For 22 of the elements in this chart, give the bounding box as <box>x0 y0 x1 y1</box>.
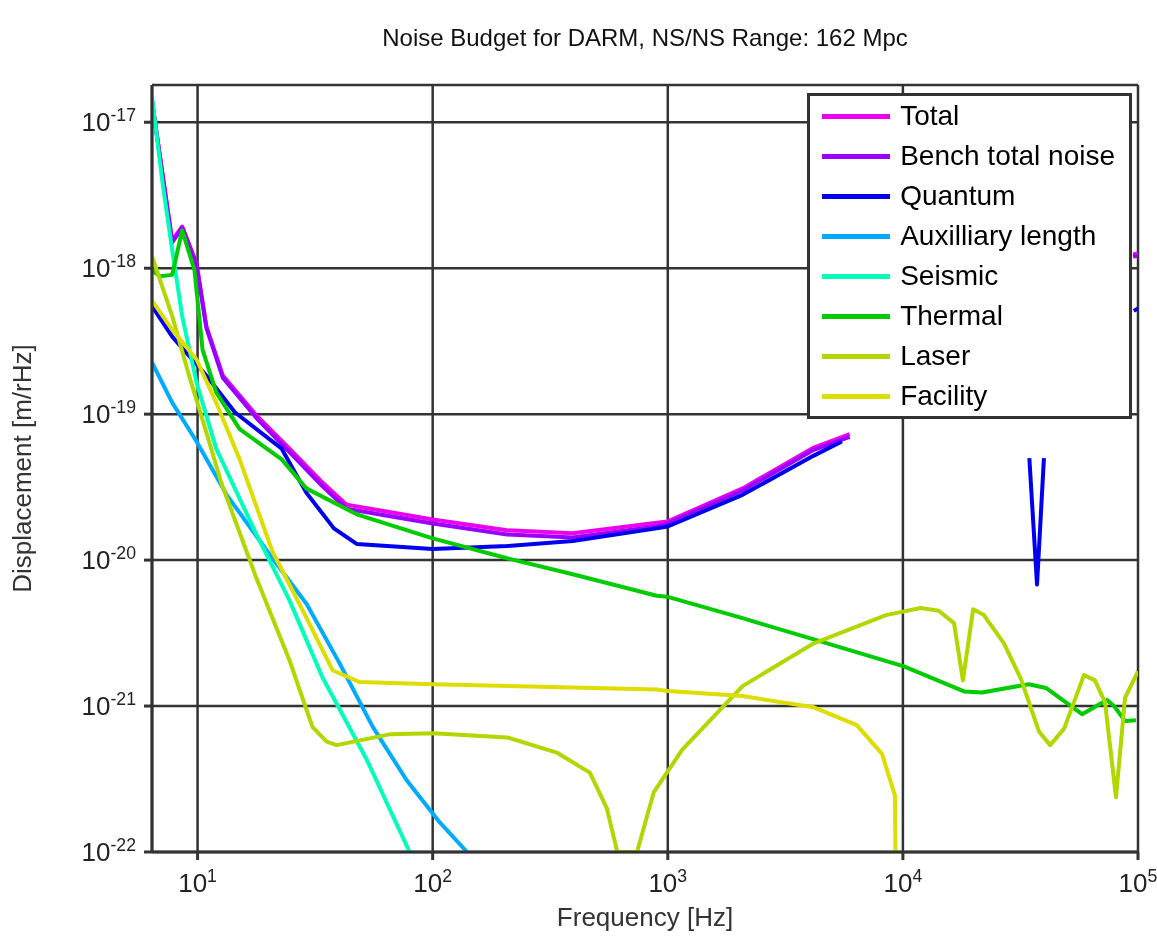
legend-label: Laser <box>900 340 971 372</box>
y-tick-label: 10$^{-19}$ <box>81 397 136 430</box>
legend-label: Bench total noise <box>900 140 1115 172</box>
x-tick-label: 10$^{2}$ <box>413 866 453 898</box>
y-tick-label: 10$^{-22}$ <box>81 835 136 867</box>
x-tick-label: 10$^{5}$ <box>1118 866 1157 898</box>
x-tick-label: 10$^{4}$ <box>883 866 923 898</box>
legend-label: Auxilliary length <box>900 220 1097 252</box>
y-tick-label: 10$^{-21}$ <box>81 689 136 722</box>
legend-label: Seismic <box>900 260 999 292</box>
x-axis-title: Frequency [Hz] <box>556 902 734 932</box>
legend-label: Thermal <box>900 300 1003 332</box>
x-tick-label: 10$^{1}$ <box>178 866 217 898</box>
x-tick-label: 10$^{3}$ <box>648 866 688 898</box>
chart-title: Noise Budget for DARM, NS/NS Range: 162 Mpc <box>381 24 909 52</box>
y-tick-label: 10$^{-17}$ <box>81 105 136 138</box>
y-axis-title: Displacement [m/rHz] <box>7 344 38 593</box>
legend-label: Total <box>900 100 960 132</box>
legend-label: Facility <box>900 380 988 412</box>
y-tick-label: 10$^{-20}$ <box>81 543 137 576</box>
y-tick-label: 10$^{-18}$ <box>81 251 137 284</box>
legend-label: Quantum <box>900 180 1016 212</box>
